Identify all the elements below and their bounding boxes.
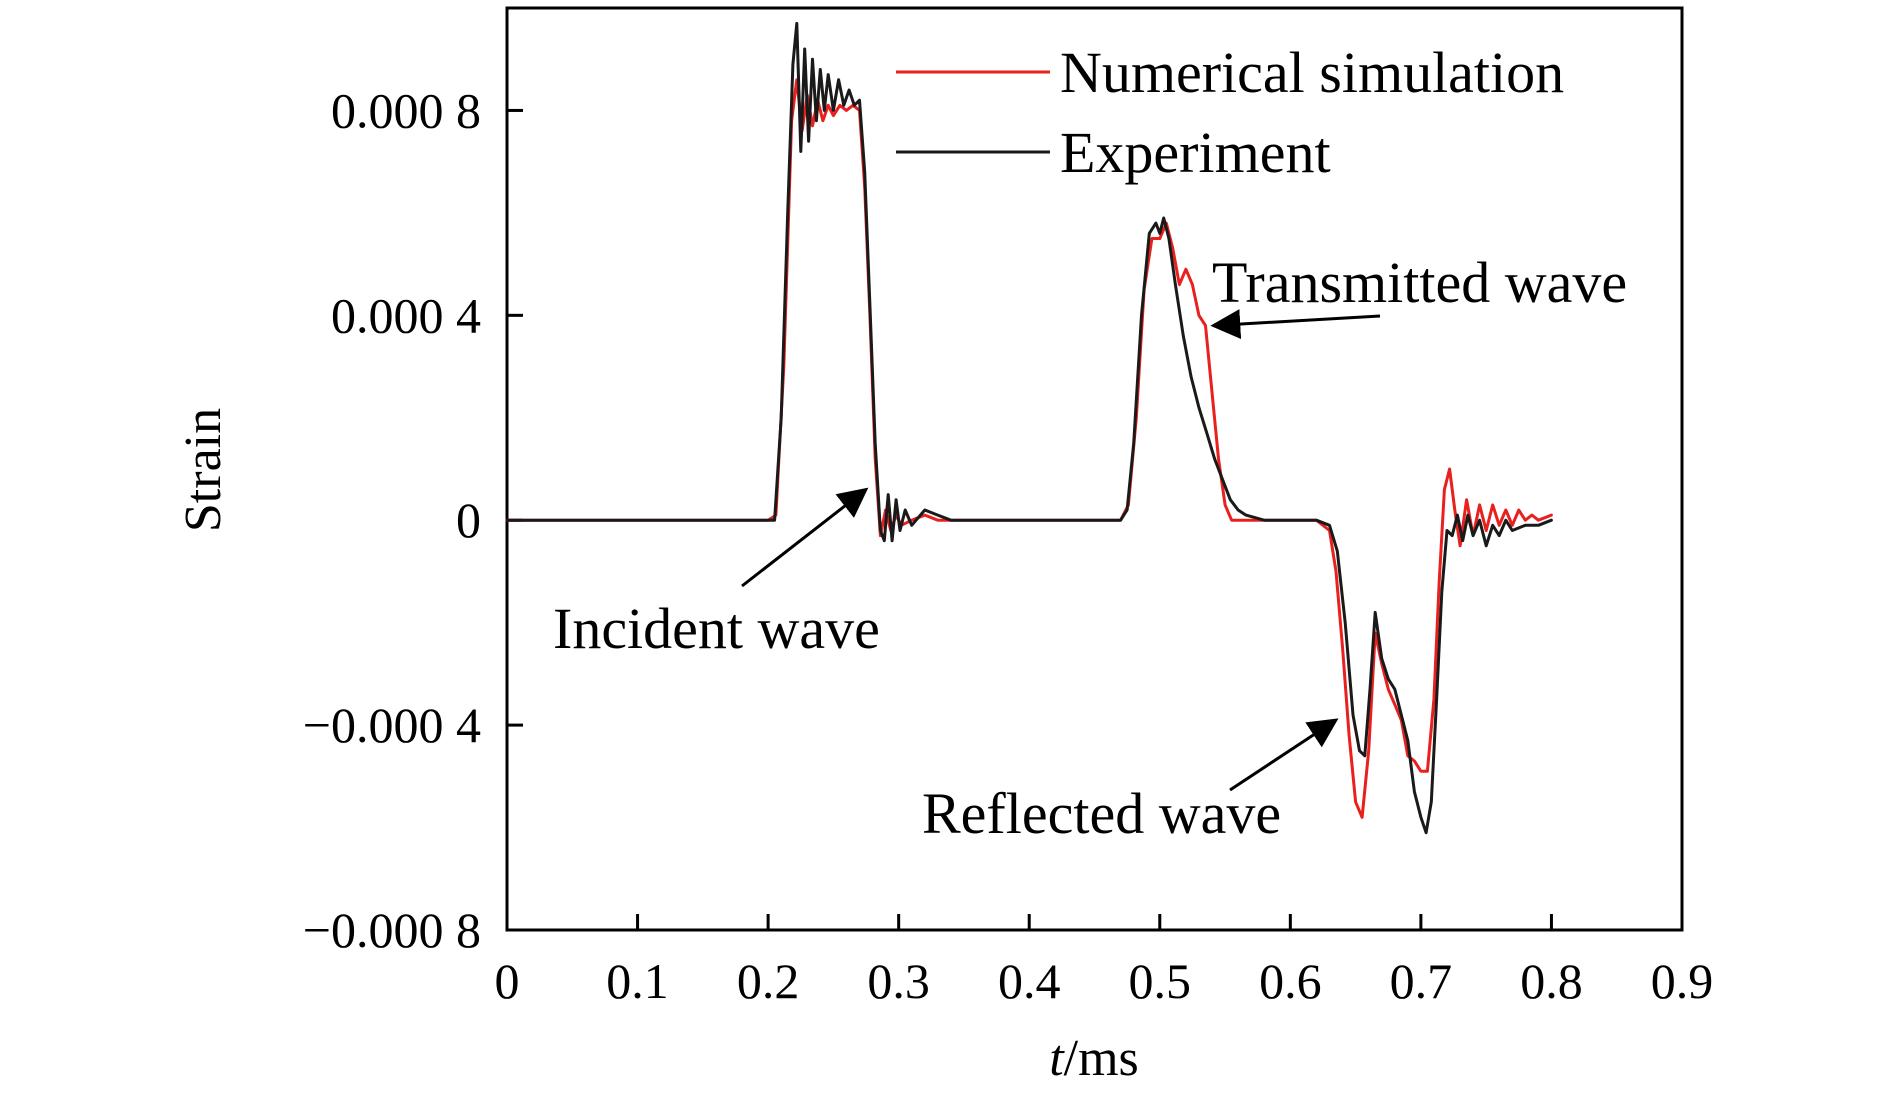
series-line-experiment <box>505 21 1553 835</box>
annotations: Transmitted wave Incident wave Reflected… <box>553 250 1627 846</box>
y-axis-ticks: 0.000 8 0.000 4 0 −0.000 4 −0.000 8 <box>303 82 523 958</box>
series-layer <box>505 21 1553 835</box>
annotation-arrow-transmitted-wave <box>1210 309 1381 340</box>
legend-label-numerical-simulation: Numerical simulation <box>1060 40 1564 105</box>
x-tick-label-0-3: 0.3 <box>867 953 930 1009</box>
series-line-numerical-simulation <box>505 78 1553 819</box>
x-tick-label-0-8: 0.8 <box>1520 953 1583 1009</box>
annotation-arrow-incident-wave <box>741 487 869 588</box>
y-tick-label-1: 0.000 4 <box>331 287 481 343</box>
x-tick-label-0: 0 <box>495 953 520 1009</box>
x-axis-label: t/ms <box>1049 1030 1139 1087</box>
annotation-arrow-reflected-wave <box>1229 718 1339 792</box>
x-axis-ticks: 0 0.1 0.2 0.3 0.4 0.5 0.6 0.7 0.8 0.9 <box>495 914 1714 1009</box>
y-axis-label: Strain <box>175 408 232 532</box>
y-tick-label-3: −0.000 4 <box>303 697 481 753</box>
plot-frame <box>505 6 1684 932</box>
x-tick-label-0-1: 0.1 <box>606 953 669 1009</box>
x-tick-label-0-9: 0.9 <box>1651 953 1714 1009</box>
x-tick-label-0-7: 0.7 <box>1390 953 1453 1009</box>
x-tick-label-0-2: 0.2 <box>737 953 800 1009</box>
legend: Numerical simulation Experiment <box>896 40 1564 185</box>
annotation-incident-wave: Incident wave <box>553 596 880 661</box>
y-tick-label-4: −0.000 8 <box>303 902 481 958</box>
annotation-reflected-wave: Reflected wave <box>922 781 1281 846</box>
x-tick-label-0-5: 0.5 <box>1129 953 1192 1009</box>
x-tick-label-0-6: 0.6 <box>1259 953 1322 1009</box>
legend-label-experiment: Experiment <box>1060 120 1331 185</box>
x-tick-label-0-4: 0.4 <box>998 953 1061 1009</box>
y-tick-label-0: 0.000 8 <box>331 82 481 138</box>
annotation-transmitted-wave: Transmitted wave <box>1212 250 1627 315</box>
y-tick-label-2: 0 <box>456 492 481 548</box>
